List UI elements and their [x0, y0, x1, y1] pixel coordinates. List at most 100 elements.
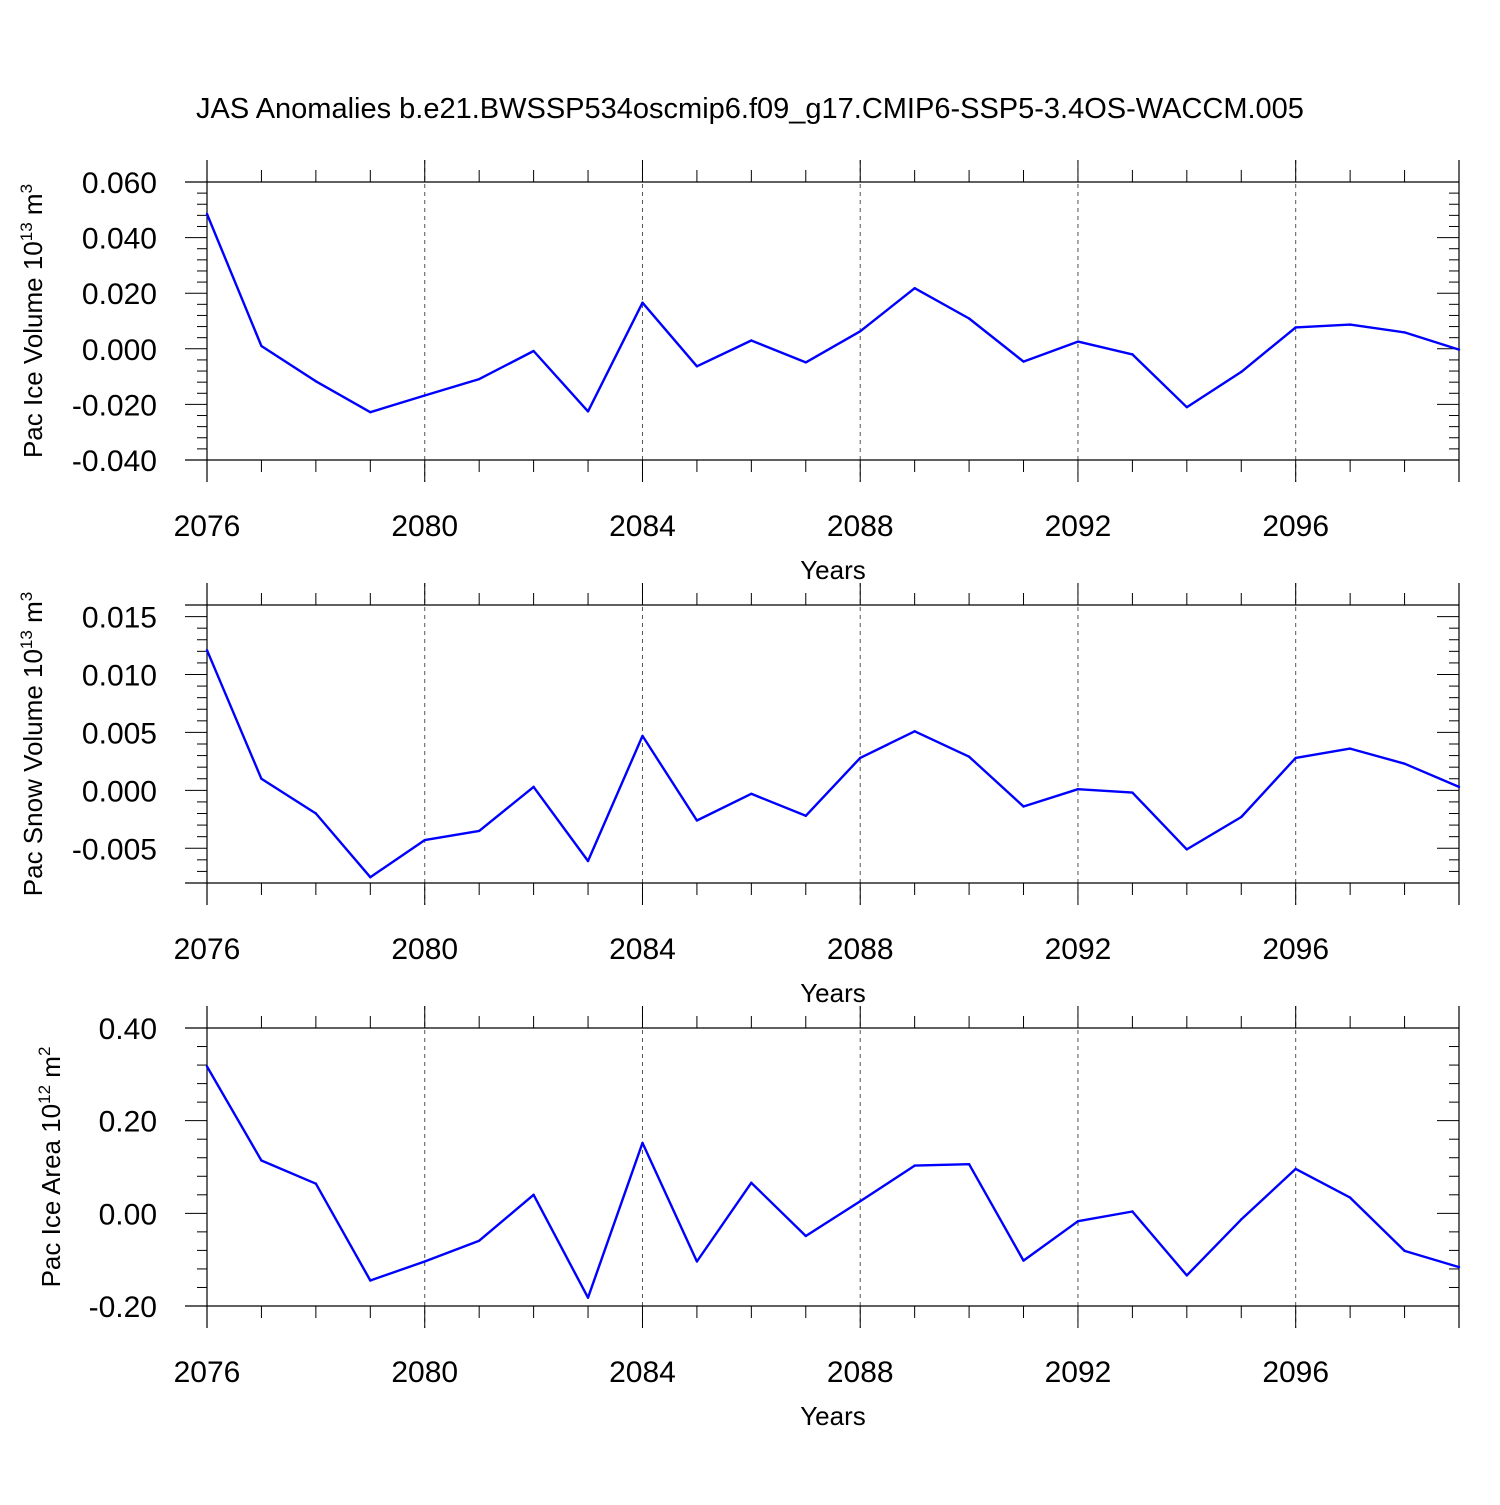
data-point: [260, 1159, 263, 1162]
x-tick-label: 2092: [1045, 933, 1112, 966]
x-tick-label: 2092: [1045, 1356, 1112, 1389]
data-point: [1457, 1265, 1461, 1269]
data-point: [804, 361, 807, 364]
data-point: [859, 1200, 862, 1203]
data-point: [1348, 747, 1352, 750]
data-point: [205, 1065, 209, 1068]
x-tick-label: 2084: [609, 510, 676, 543]
data-point: [1185, 848, 1189, 851]
data-point: [314, 380, 318, 383]
data-point: [1240, 815, 1243, 819]
panel-2: 2076 2080 2084 2088 2092 2096 0.015 0.010 0.005 0…: [17, 583, 1461, 1008]
series-line: [205, 213, 1460, 414]
data-point: [641, 301, 644, 304]
series-line: [205, 1065, 1460, 1299]
data-point: [1348, 1196, 1352, 1199]
data-point: [695, 365, 699, 368]
x-tick-label: 2096: [1262, 510, 1329, 543]
data-point: [804, 814, 807, 818]
data-point: [1076, 340, 1080, 343]
x-tick-label: 2084: [609, 933, 676, 966]
data-point: [1294, 326, 1297, 329]
data-point: [1076, 1220, 1080, 1223]
data-point: [695, 819, 699, 822]
y-tick-label: -0.020: [72, 389, 157, 422]
panel-1: 2076 2080 2084 2088 2092 2096 0.060 0.040 0.020 0…: [17, 160, 1461, 585]
y-tick-label: 0.000: [82, 334, 157, 367]
x-tick-label: 2076: [174, 1356, 241, 1389]
x-tick-label: 2080: [391, 933, 458, 966]
y-tick-label: 0.000: [82, 775, 157, 808]
data-point: [750, 339, 753, 342]
data-point: [260, 344, 263, 348]
x-tick-label: 2084: [609, 1356, 676, 1389]
x-tick-label: 2096: [1262, 1356, 1329, 1389]
x-axis-label: Years: [800, 1401, 866, 1431]
x-tick-label: 2088: [827, 933, 894, 966]
data-point: [967, 755, 971, 758]
data-point: [641, 1141, 644, 1145]
data-point: [205, 648, 209, 652]
data-point: [1240, 1218, 1243, 1221]
data-point: [1457, 348, 1461, 351]
data-point: [967, 317, 971, 320]
y-tick-label: 0.005: [82, 717, 157, 750]
y-axis-label: Pac Ice Volume 1013 m3: [17, 184, 48, 458]
data-point: [1131, 791, 1134, 794]
x-tick-label: 2076: [174, 933, 241, 966]
y-tick-label: -0.20: [89, 1291, 157, 1324]
data-point: [205, 212, 209, 216]
data-point: [750, 792, 753, 796]
data-point: [532, 349, 535, 353]
data-point: [369, 876, 372, 879]
data-point: [423, 1260, 426, 1263]
data-point: [1131, 353, 1134, 356]
data-point: [804, 1234, 807, 1238]
y-tick-label: -0.040: [72, 445, 157, 478]
data-point: [423, 394, 426, 397]
y-tick-label: 0.00: [99, 1198, 157, 1231]
data-point: [913, 286, 916, 290]
y-tick-label: -0.005: [72, 833, 157, 866]
data-point: [314, 1182, 318, 1185]
data-point: [1131, 1210, 1134, 1213]
data-point: [1240, 370, 1243, 374]
data-point: [586, 410, 590, 413]
data-point: [369, 1279, 372, 1282]
data-point: [1403, 762, 1406, 765]
data-point: [750, 1181, 753, 1184]
y-axis-label: Pac Snow Volume 1013 m3: [17, 592, 48, 896]
data-point: [586, 859, 590, 863]
y-tick-label: 0.40: [99, 1013, 157, 1046]
data-point: [477, 1239, 481, 1242]
data-point: [1022, 1259, 1025, 1262]
y-tick-label: 0.040: [82, 223, 157, 256]
data-point: [641, 734, 644, 738]
data-point: [1022, 360, 1025, 363]
y-tick-label: 0.060: [82, 167, 157, 200]
x-tick-label: 2088: [827, 1356, 894, 1389]
data-point: [1348, 323, 1352, 326]
x-axis-label: Years: [800, 555, 866, 585]
data-point: [1022, 805, 1025, 808]
y-tick-label: 0.020: [82, 278, 157, 311]
data-point: [859, 756, 862, 760]
data-point: [1185, 1274, 1189, 1277]
data-point: [477, 829, 481, 833]
data-point: [532, 1193, 535, 1197]
data-point: [1185, 405, 1189, 409]
x-tick-label: 2076: [174, 510, 241, 543]
y-tick-label: 0.010: [82, 660, 157, 693]
data-point: [913, 730, 916, 733]
x-tick-label: 2088: [827, 510, 894, 543]
data-point: [967, 1163, 971, 1166]
data-point: [1403, 1249, 1406, 1253]
panel-3: 2076 2080 2084 2088 2092 2096 0.40 0.20 0.00 -0.2…: [35, 1006, 1461, 1431]
data-point: [1403, 331, 1406, 334]
data-point: [695, 1260, 699, 1263]
data-point: [369, 410, 372, 414]
page-title: JAS Anomalies b.e21.BWSSP534oscmip6.f09_…: [196, 93, 1304, 125]
data-point: [314, 812, 318, 815]
data-point: [1076, 787, 1080, 791]
